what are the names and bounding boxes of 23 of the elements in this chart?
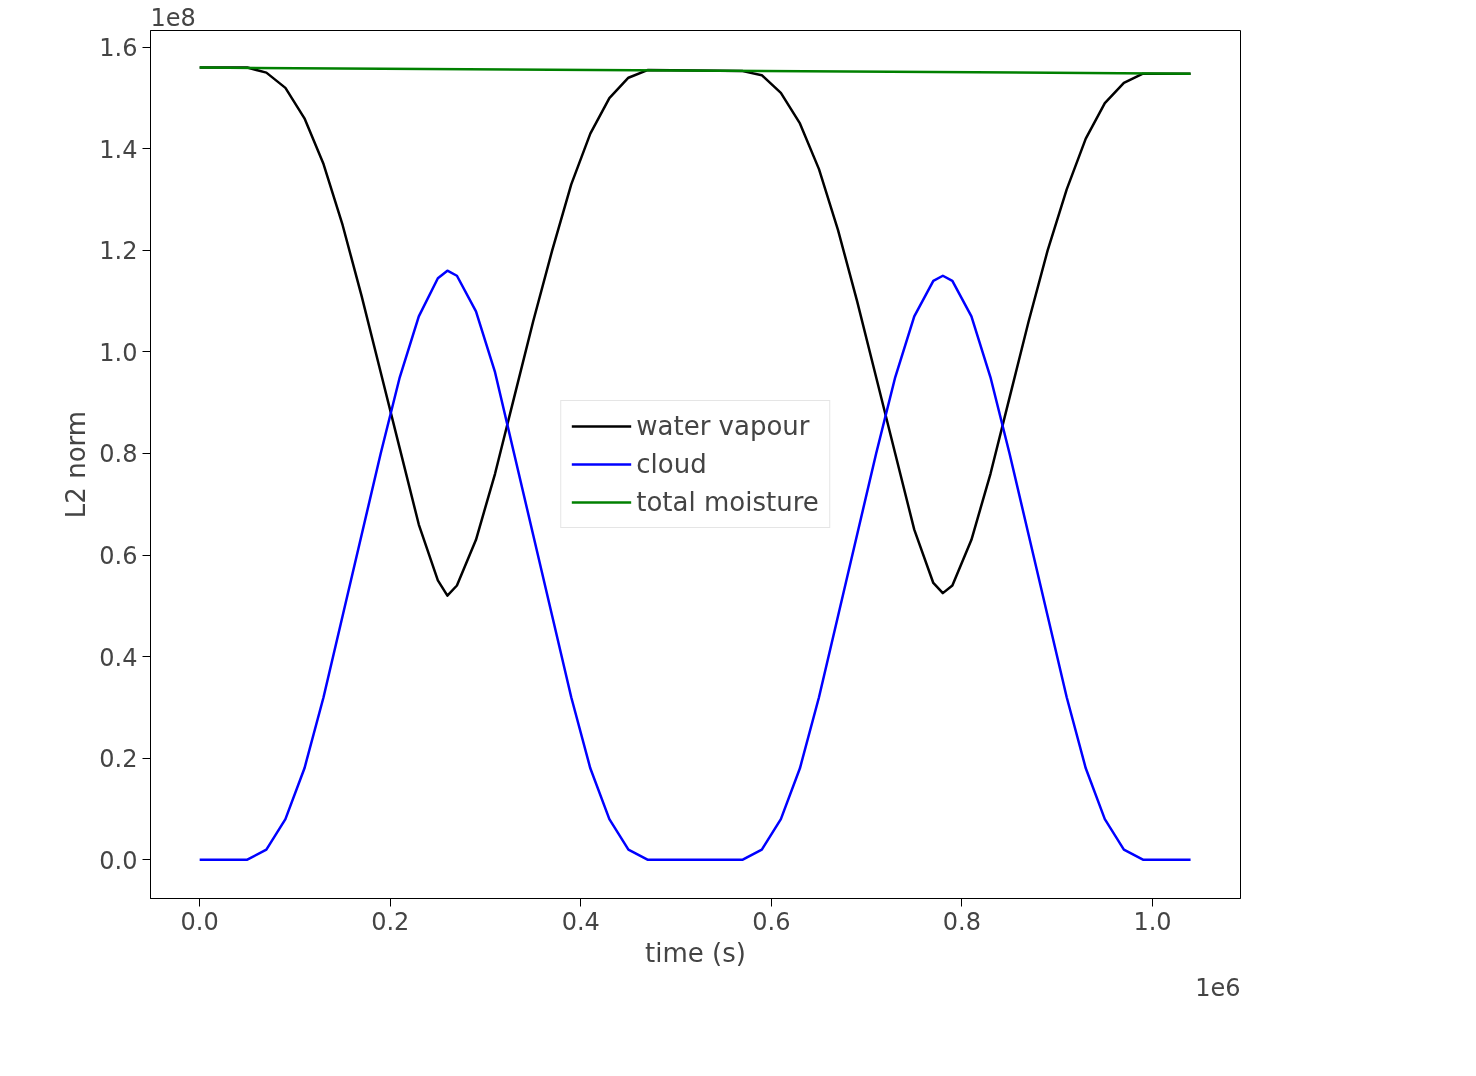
- x-tick-label: 0.2: [371, 907, 410, 936]
- y-tick-label: 1.0: [99, 338, 138, 367]
- legend-label: cloud: [636, 449, 707, 479]
- y-tick-label: 0.6: [99, 542, 138, 571]
- y-tick-label: 1.2: [99, 237, 138, 266]
- annotation: 1e8: [150, 3, 196, 32]
- y-tick-label: 0.0: [99, 846, 138, 875]
- x-tick-label: 0.6: [752, 907, 791, 936]
- x-tick-label: 0.4: [561, 907, 600, 936]
- y-tick-label: 0.8: [99, 440, 138, 469]
- line-series: [198, 269, 1192, 861]
- x-tick-label: 0.8: [942, 907, 981, 936]
- x-tick-label: 0.0: [180, 907, 219, 936]
- x-tick-label: 1.0: [1133, 907, 1172, 936]
- y-tick-label: 1.6: [99, 34, 138, 63]
- y-tick-label: 1.4: [99, 135, 138, 164]
- legend-label: water vapour: [636, 411, 810, 441]
- y-tick-label: 0.2: [99, 745, 138, 774]
- y-axis-title: L2 norm: [61, 410, 92, 519]
- x-axis-title: time (s): [645, 937, 746, 968]
- y-tick-label: 0.4: [99, 643, 138, 672]
- text: 1e6: [1195, 973, 1241, 1002]
- legend-label: total moisture: [636, 487, 819, 517]
